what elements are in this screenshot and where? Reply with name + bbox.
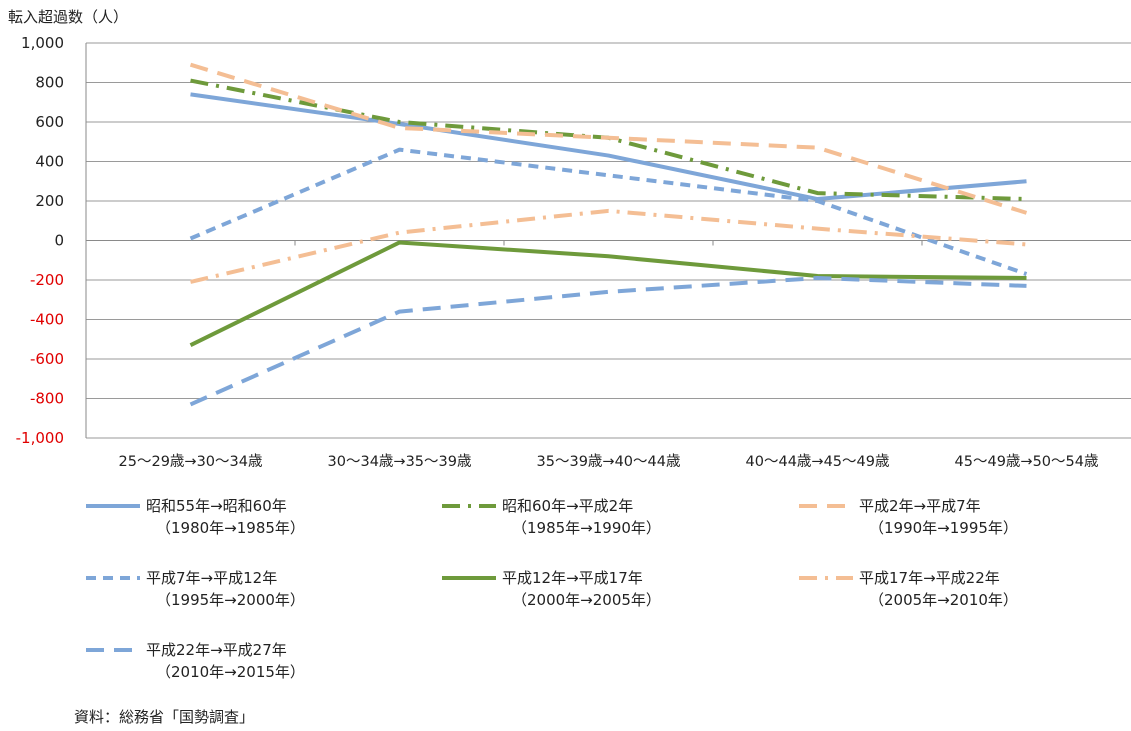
y-axis-ticks: 1,000 800 600 400 200 0 -200 -400 -600 -800 -1,000 bbox=[16, 34, 64, 447]
series-line-4 bbox=[189, 147, 1028, 276]
series-line-6 bbox=[190, 208, 1027, 284]
legend-label: 平成2年→平成7年 bbox=[859, 497, 981, 515]
x-tick-label: 25～29歳→30～34歳 bbox=[119, 453, 263, 470]
y-tick-label: 200 bbox=[35, 192, 64, 210]
legend-sublabel: （2005年→2010年） bbox=[869, 591, 1018, 609]
gridlines bbox=[85, 42, 1131, 439]
legend-label: 平成17年→平成22年 bbox=[859, 569, 1000, 587]
y-axis-label: 転入超過数（人） bbox=[8, 8, 129, 26]
legend-swatch bbox=[799, 504, 853, 508]
legend-label: 昭和60年→平成2年 bbox=[502, 497, 634, 515]
y-tick-label: -200 bbox=[30, 271, 64, 289]
x-tick-label: 45～49歳→50～54歳 bbox=[955, 453, 1099, 470]
legend-sublabel: （1985年→1990年） bbox=[512, 519, 661, 537]
y-tick-label: 400 bbox=[35, 153, 64, 171]
series-line-7 bbox=[189, 276, 1027, 407]
legend-sublabel: （1980年→1985年） bbox=[156, 519, 305, 537]
legend-swatch bbox=[799, 576, 853, 580]
legend-swatch bbox=[442, 576, 496, 580]
legend-swatch bbox=[86, 576, 140, 580]
legend-label: 昭和55年→昭和60年 bbox=[146, 497, 287, 515]
y-tick-label: -400 bbox=[30, 311, 64, 329]
legend: 昭和55年→昭和60年 （1980年→1985年） 昭和60年→平成2年 （1985年… bbox=[0, 490, 1131, 690]
y-tick-label: -1,000 bbox=[16, 429, 64, 447]
legend-swatch bbox=[442, 504, 496, 508]
y-tick-label: 1,000 bbox=[21, 34, 64, 52]
series-line-3 bbox=[189, 62, 1028, 215]
series-lines bbox=[189, 62, 1028, 407]
x-tick-label: 35～39歳→40～44歳 bbox=[537, 453, 681, 470]
y-tick-label: -800 bbox=[30, 390, 64, 408]
legend-sublabel: （1995年→2000年） bbox=[156, 591, 305, 609]
x-tick-label: 40～44歳→45～49歳 bbox=[746, 453, 890, 470]
y-tick-label: 600 bbox=[35, 113, 64, 131]
legend-label: 平成22年→平成27年 bbox=[146, 641, 287, 659]
y-tick-label: -600 bbox=[30, 350, 64, 368]
x-tick-label: 30～34歳→35～39歳 bbox=[328, 453, 472, 470]
legend-label: 平成12年→平成17年 bbox=[502, 569, 643, 587]
legend-sublabel: （1990年→1995年） bbox=[869, 519, 1018, 537]
legend-swatch bbox=[86, 648, 140, 652]
legend-swatch bbox=[86, 504, 140, 508]
legend-sublabel: （2010年→2015年） bbox=[156, 663, 305, 681]
line-chart: 1,000 800 600 400 200 0 -200 -400 -600 -800 -1,000… bbox=[16, 34, 1131, 470]
series-line-5 bbox=[189, 240, 1027, 347]
legend-label: 平成7年→平成12年 bbox=[146, 569, 278, 587]
source-note: 資料：総務省「国勢調査」 bbox=[74, 708, 255, 726]
y-tick-label: 800 bbox=[35, 74, 64, 92]
legend-sublabel: （2000年→2005年） bbox=[512, 591, 661, 609]
x-axis-ticks: 25～29歳→30～34歳 30～34歳→35～39歳 35～39歳→40～44歳 4… bbox=[119, 453, 1099, 470]
y-tick-label: 0 bbox=[54, 232, 64, 250]
